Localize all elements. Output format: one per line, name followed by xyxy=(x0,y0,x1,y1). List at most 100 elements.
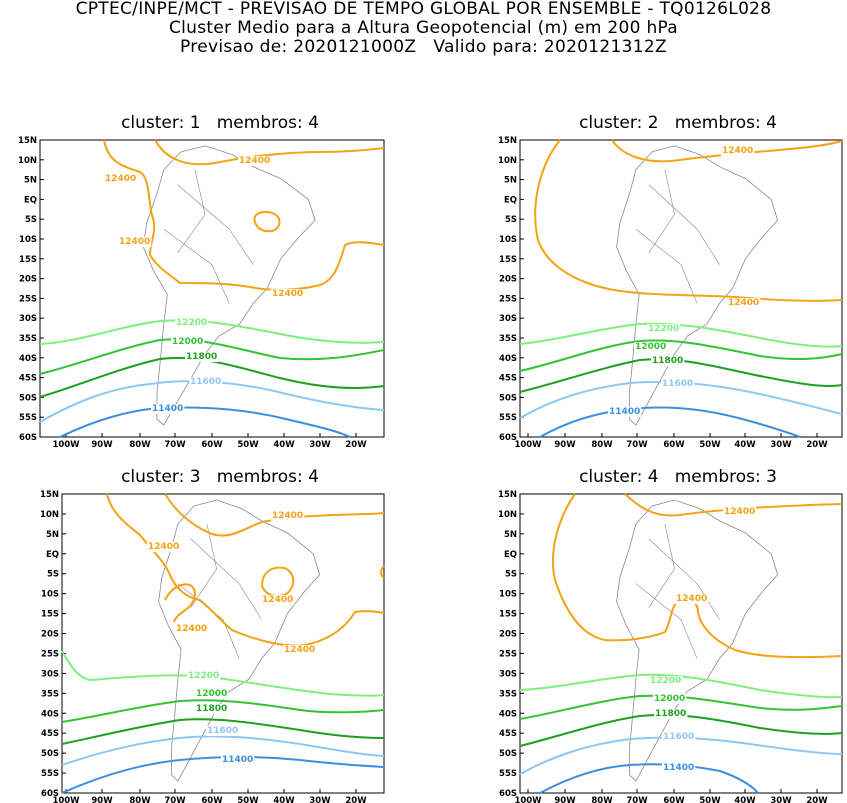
panel-title: cluster: 4 membros: 3 xyxy=(579,467,777,487)
contour-label-bg xyxy=(653,694,687,704)
lat-tick-label: 5S xyxy=(47,570,59,580)
lat-tick-label: 45S xyxy=(499,374,517,384)
lat-tick-label: 60S xyxy=(499,433,517,443)
contour-12400-east xyxy=(380,565,385,579)
country-border xyxy=(635,583,698,659)
contours xyxy=(519,139,843,438)
coastline-map xyxy=(616,499,779,782)
contour-label-bg xyxy=(195,704,229,714)
contour-11400 xyxy=(539,406,801,438)
lat-tick-label: 10S xyxy=(41,590,59,600)
contour-12000 xyxy=(519,694,843,720)
lon-tick-label: 90W xyxy=(554,440,576,450)
contour-label: 11800 xyxy=(186,352,217,362)
country-border xyxy=(163,228,230,304)
map-frame xyxy=(519,493,843,794)
country-border xyxy=(177,583,240,659)
lat-tick-label: 5S xyxy=(505,570,517,580)
contour-label: 12400 xyxy=(722,146,753,156)
contour-label-bg xyxy=(662,763,696,773)
lat-tick-label: EQ xyxy=(504,195,517,205)
contour-label-bg xyxy=(238,156,272,166)
lat-tick-label: EQ xyxy=(504,550,517,560)
lat-tick-label: 15S xyxy=(499,255,517,265)
contour-label: 12000 xyxy=(635,342,666,352)
lon-tick-label: 40W xyxy=(273,440,295,450)
contour-label-bg xyxy=(147,542,181,552)
contour-label-bg xyxy=(185,352,219,362)
axes-group: 15N 10N 5N EQ 5S 10S 15S 20S 25S 30S 35S 40S 45S 50S 5… xyxy=(498,490,843,803)
lat-tick-label: EQ xyxy=(46,550,59,560)
lat-tick-label: 60S xyxy=(41,789,59,799)
lon-tick-label: 20W xyxy=(345,796,367,803)
country-border xyxy=(635,228,698,304)
contour-label-bg xyxy=(187,671,221,681)
contour-label: 11600 xyxy=(663,732,694,742)
lat-tick-label: 20S xyxy=(41,630,59,640)
contour-label-bg xyxy=(651,356,685,366)
lat-tick-label: 15S xyxy=(19,255,37,265)
lon-tick-label: 30W xyxy=(309,440,331,450)
contour-12200 xyxy=(39,319,385,345)
contour-label-bg xyxy=(175,624,209,634)
lon-tick-label: 70W xyxy=(626,440,648,450)
contour-label: 11400 xyxy=(609,407,640,417)
lon-tick-label: 70W xyxy=(164,440,186,450)
contours xyxy=(39,139,385,438)
contour-label: 11400 xyxy=(222,755,253,765)
contour-labels: 12400 12400 12400 12400 12200 12000 1180… xyxy=(104,156,305,414)
contour-label-bg xyxy=(721,146,755,156)
lon-tick-label: 30W xyxy=(309,796,331,803)
lat-tick-label: 40S xyxy=(499,354,517,364)
lat-tick-label: 30S xyxy=(499,669,517,679)
lon-tick-label: 50W xyxy=(237,796,259,803)
lat-tick-label: 30S xyxy=(41,669,59,679)
contour-label: 12400 xyxy=(676,594,707,604)
lon-tick-label: 60W xyxy=(201,440,223,450)
lon-tick-label: 40W xyxy=(273,796,295,803)
contour-12000 xyxy=(39,338,385,375)
header-line-1: CPTEC/INPE/MCT - PREVISAO DE TEMPO GLOBA… xyxy=(75,0,772,19)
lat-tick-label: 40S xyxy=(41,709,59,719)
coastline-map xyxy=(158,499,321,782)
contour-11400 xyxy=(59,406,351,438)
lat-tick-label: 5S xyxy=(505,215,517,225)
country-border xyxy=(648,184,720,265)
lon-tick-label: 50W xyxy=(237,440,259,450)
lat-tick-label: 15N xyxy=(18,136,37,146)
lat-tick-label: 50S xyxy=(19,393,37,403)
contour-label: 12400 xyxy=(272,289,303,299)
contour-label: 12000 xyxy=(654,694,685,704)
lat-tick-label: 15N xyxy=(498,490,517,500)
lat-tick-label: 60S xyxy=(19,433,37,443)
axes-group: 15N 10N 5N EQ 5S 10S 15S 20S 25S 30S 35S 40S 45S 50S 5… xyxy=(498,136,843,450)
panel-title: cluster: 3 membros: 4 xyxy=(121,467,319,487)
contour-11800 xyxy=(61,718,385,745)
contour-12400-north xyxy=(103,139,385,291)
lon-tick-label: 20W xyxy=(806,440,828,450)
contour-12400-top xyxy=(164,493,385,537)
contour-label-bg xyxy=(104,174,138,184)
axes-group: 15N 10N 5N EQ 5S 10S 15S 20S 25S 30S 35S 40S 45S 50S 5… xyxy=(18,136,385,450)
lat-tick-label: 35S xyxy=(41,689,59,699)
contour-label: 12400 xyxy=(262,595,293,605)
contour-label-bg xyxy=(271,511,305,521)
lat-tick-label: 55S xyxy=(41,769,59,779)
country-border xyxy=(177,184,254,265)
lat-tick-label: 30S xyxy=(19,314,37,324)
lon-tick-label: 30W xyxy=(770,440,792,450)
contour-11600 xyxy=(61,735,385,766)
lat-tick-label: 20S xyxy=(499,275,517,285)
lat-tick-label: 10N xyxy=(498,510,517,520)
contour-12000 xyxy=(519,339,843,372)
contour-label: 11800 xyxy=(655,709,686,719)
country-border xyxy=(177,169,206,254)
contour-label-bg xyxy=(723,507,757,517)
lat-tick-label: EQ xyxy=(24,195,37,205)
contour-label: 11400 xyxy=(152,404,183,414)
lat-tick-label: 25S xyxy=(499,294,517,304)
lat-tick-label: 10N xyxy=(498,156,517,166)
lat-tick-label: 55S xyxy=(499,769,517,779)
lat-tick-label: 45S xyxy=(499,729,517,739)
